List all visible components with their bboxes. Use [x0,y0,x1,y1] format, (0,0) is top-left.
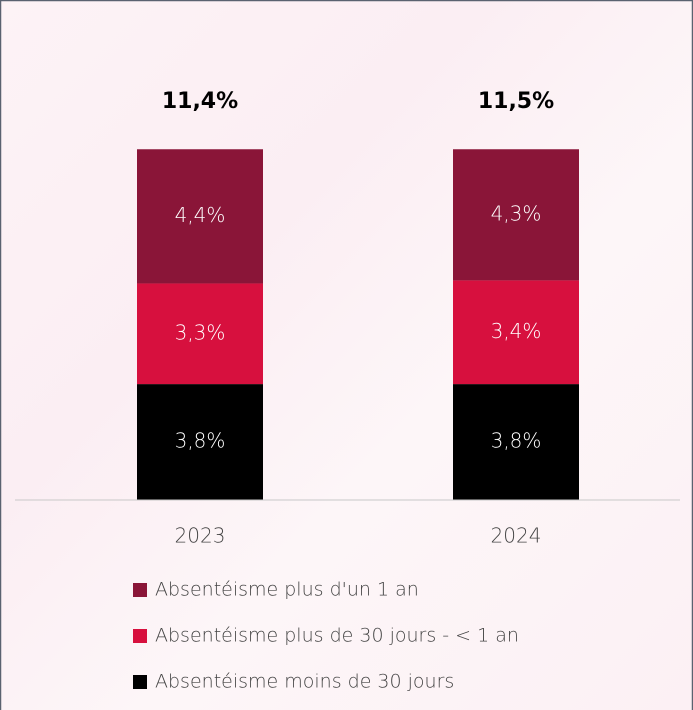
data-label: 3,4% [491,319,542,343]
data-label: 3,8% [175,429,226,453]
legend-label: Absentéisme plus d'un 1 an [155,579,419,601]
legend-swatch [133,675,147,689]
data-label: 3,3% [175,320,226,344]
x-tick-label: 2023 [175,524,226,548]
data-label: 4,3% [491,201,542,225]
data-label: 4,4% [175,203,226,227]
bar-segment [453,280,579,385]
x-tick-label: 2024 [491,524,542,548]
bar-segment [137,149,263,284]
data-label: 3,8% [491,429,542,453]
bar-segment [137,384,263,500]
legend-swatch [133,629,147,643]
total-label: 11,4% [162,89,238,114]
bar-segment [453,149,579,281]
bar-segment [137,283,263,385]
bar-segment [453,384,579,500]
legend-label: Absentéisme plus de 30 jours - < 1 an [155,625,519,647]
legend-label: Absentéisme moins de 30 jours [155,671,454,693]
legend-swatch [133,583,147,597]
total-label: 11,5% [478,89,554,114]
